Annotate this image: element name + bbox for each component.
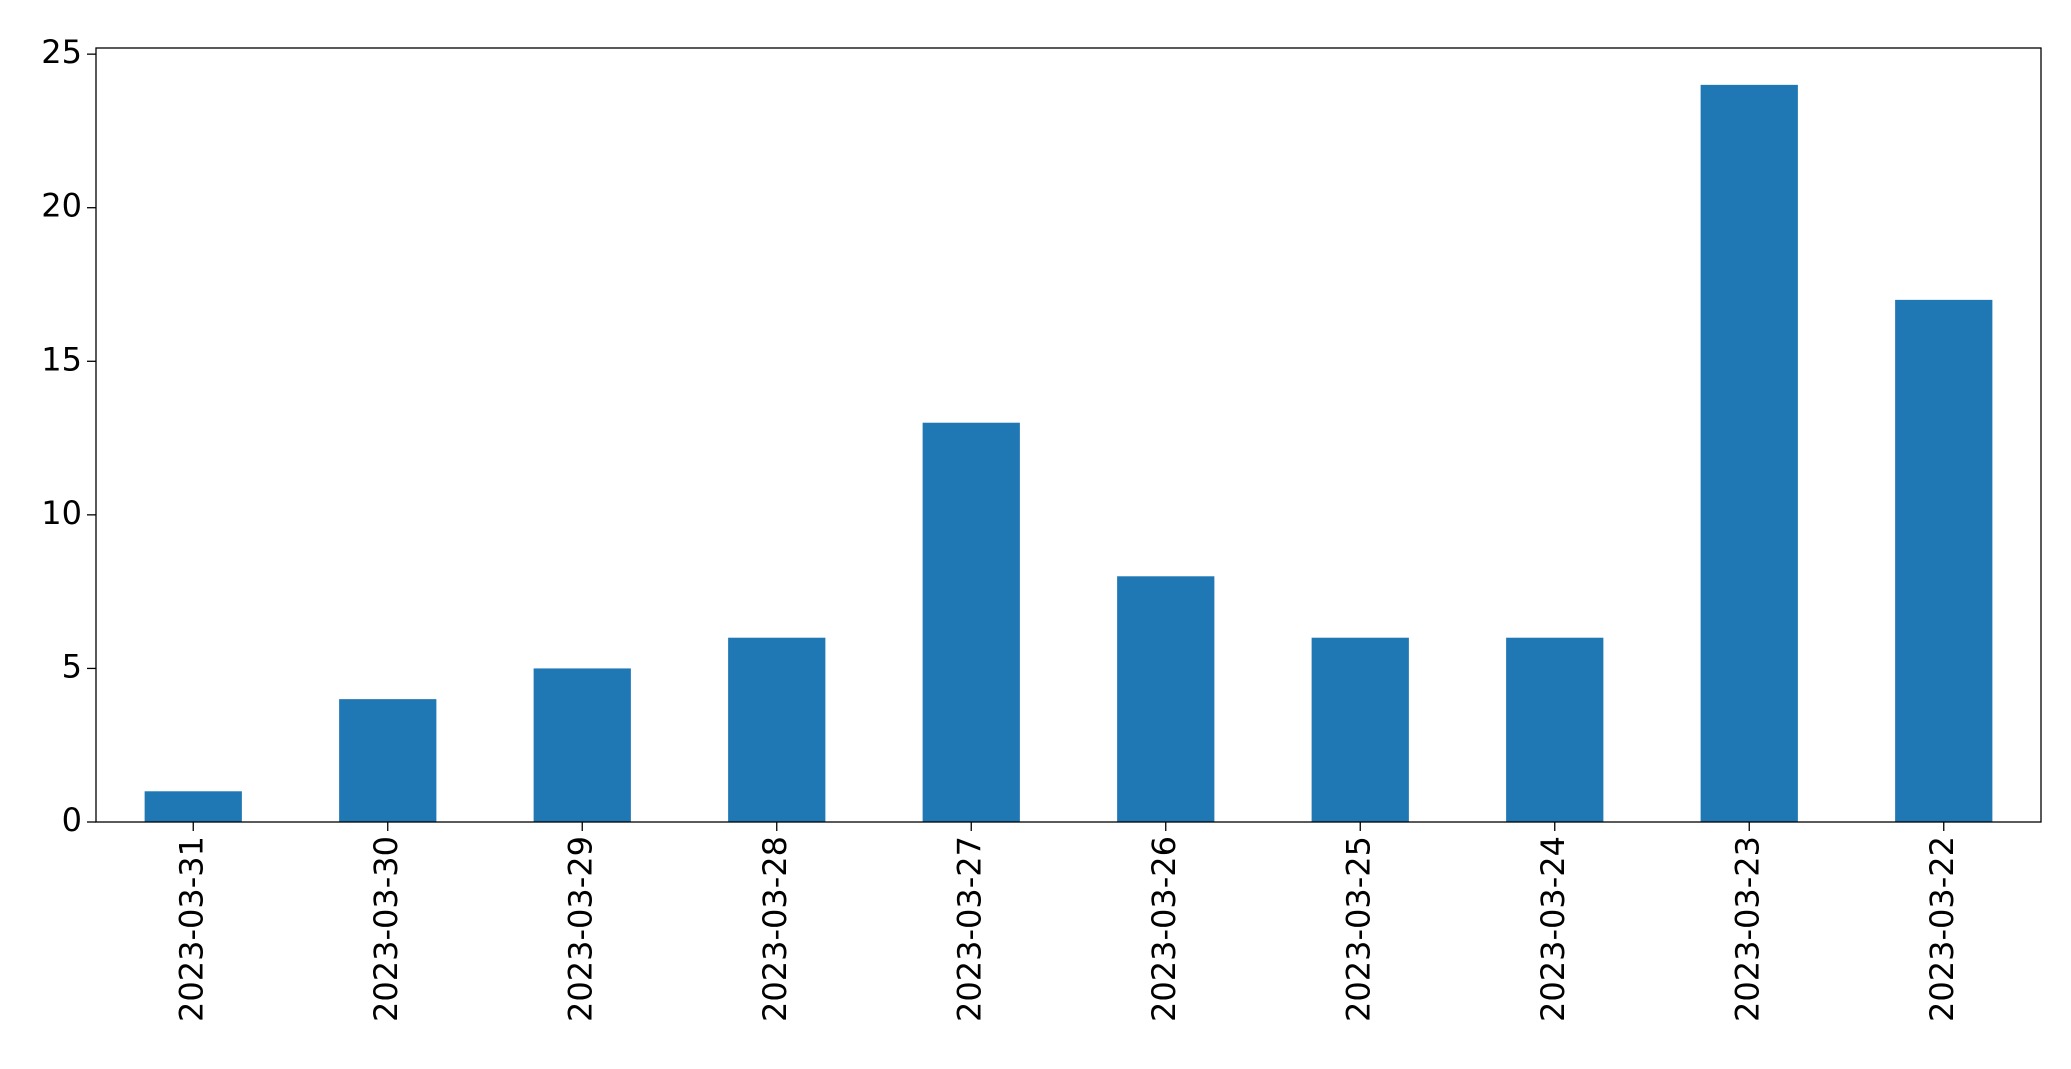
x-tick-label: 2023-03-26	[1145, 836, 1183, 1022]
bar	[1311, 637, 1409, 822]
x-tick-label: 2023-03-22	[1923, 836, 1961, 1022]
x-tick-label: 2023-03-31	[172, 836, 210, 1022]
y-tick-label: 10	[41, 494, 82, 532]
bar	[1895, 299, 1993, 822]
x-tick-label: 2023-03-25	[1339, 836, 1377, 1022]
bar	[533, 668, 631, 822]
y-tick-label: 15	[41, 340, 82, 378]
plot-frame	[95, 47, 2042, 823]
bar	[1117, 576, 1215, 822]
x-tick-label: 2023-03-24	[1534, 836, 1572, 1022]
y-tick-label: 25	[41, 33, 82, 71]
bar	[1506, 637, 1604, 822]
x-tick-label: 2023-03-30	[367, 836, 405, 1022]
y-tick-label: 0	[62, 801, 82, 839]
bar	[144, 791, 242, 822]
x-tick-label: 2023-03-23	[1728, 836, 1766, 1022]
x-tick-label: 2023-03-29	[561, 836, 599, 1022]
bar	[339, 699, 437, 822]
y-tick-label: 5	[62, 647, 82, 685]
bar	[728, 637, 826, 822]
bar	[922, 422, 1020, 822]
x-tick-label: 2023-03-27	[950, 836, 988, 1022]
bar	[1700, 84, 1798, 823]
y-tick-label: 20	[41, 187, 82, 225]
x-tick-label: 2023-03-28	[756, 836, 794, 1022]
